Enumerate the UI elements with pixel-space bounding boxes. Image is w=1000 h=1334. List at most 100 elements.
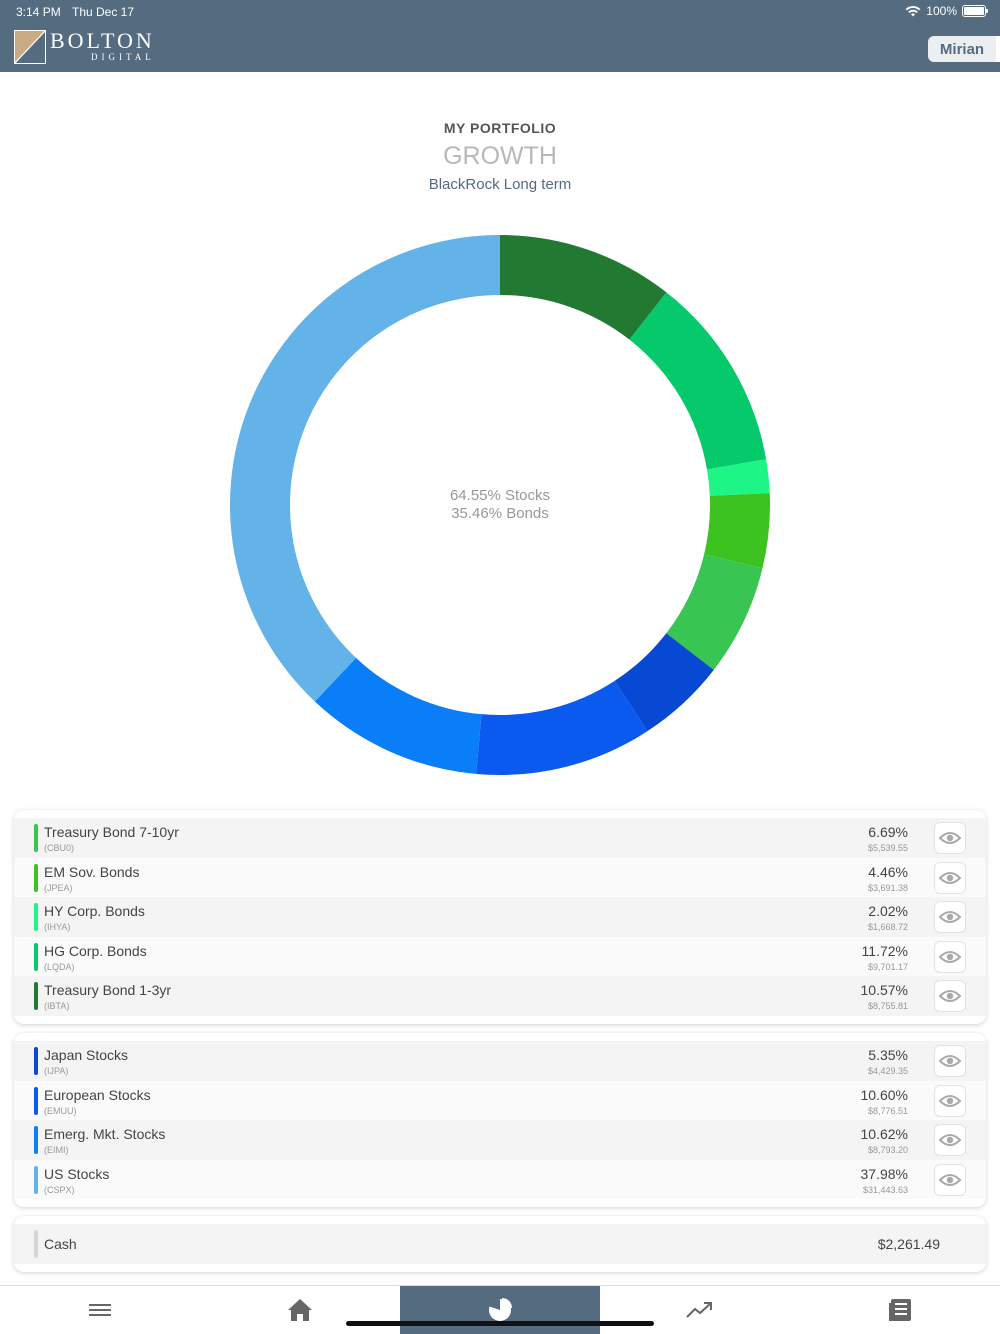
holding-amount: $8,776.51 bbox=[867, 1105, 908, 1116]
nav-performance[interactable] bbox=[600, 1286, 800, 1334]
status-indicators: 100% bbox=[905, 4, 988, 18]
view-button[interactable] bbox=[934, 1163, 966, 1196]
view-button[interactable] bbox=[934, 1084, 966, 1117]
cash-row[interactable]: Cash $2,261.49 bbox=[14, 1224, 986, 1264]
holding-percent: 10.57% bbox=[860, 982, 908, 998]
logo-word: BOLTON bbox=[50, 28, 155, 53]
holding-amount: $4,429.35 bbox=[867, 1066, 908, 1076]
holding-ticker: (JPEA) bbox=[44, 882, 73, 893]
donut-slice-european-stocks[interactable] bbox=[476, 680, 648, 775]
cash-card: Cash $2,261.49 bbox=[14, 1216, 986, 1272]
holding-amount: $3,691.38 bbox=[867, 882, 908, 893]
view-button[interactable] bbox=[934, 980, 966, 1012]
nav-documents[interactable] bbox=[800, 1286, 1000, 1334]
color-swatch bbox=[34, 1086, 38, 1115]
view-button[interactable] bbox=[934, 861, 966, 894]
battery-icon bbox=[962, 5, 988, 17]
holding-name: Emerg. Mkt. Stocks bbox=[44, 1126, 166, 1142]
donut-slice-treasury-bond-7-10yr[interactable] bbox=[666, 554, 763, 670]
list-item[interactable]: EM Sov. Bonds (JPEA) 4.46% $3,691.38 bbox=[14, 857, 986, 897]
holding-name: EM Sov. Bonds bbox=[44, 863, 140, 880]
list-item[interactable]: European Stocks (EMUU) 10.60% $8,776.51 bbox=[14, 1080, 986, 1120]
holding-name: Japan Stocks bbox=[44, 1047, 129, 1063]
holding-name: HG Corp. Bonds bbox=[44, 942, 147, 959]
holding-ticker: (CBU0) bbox=[44, 843, 75, 853]
holding-amount: $8,793.20 bbox=[867, 1145, 908, 1155]
bolton-logo: BOLTON DIGITAL bbox=[14, 30, 155, 64]
trending-up-icon bbox=[686, 1302, 712, 1318]
holding-ticker: (CSPX) bbox=[44, 1184, 75, 1195]
list-item[interactable]: Treasury Bond 7-10yr (CBU0) 6.69% $5,539… bbox=[14, 818, 986, 858]
pie-chart-icon bbox=[489, 1298, 512, 1321]
holding-name: US Stocks bbox=[44, 1165, 110, 1182]
donut-svg bbox=[230, 235, 770, 775]
bottom-nav bbox=[0, 1285, 1000, 1334]
view-button[interactable] bbox=[934, 940, 966, 973]
color-swatch bbox=[34, 982, 38, 1010]
list-item[interactable]: Treasury Bond 1-3yr (IBTA) 10.57% $8,755… bbox=[14, 976, 986, 1016]
holding-percent: 2.02% bbox=[868, 903, 908, 919]
list-item[interactable]: HY Corp. Bonds (IHYA) 2.02% $1,668.72 bbox=[14, 897, 986, 937]
stocks-total-label: 64.55% Stocks bbox=[449, 487, 551, 504]
color-swatch bbox=[34, 1165, 38, 1194]
menu-icon bbox=[89, 1304, 111, 1316]
color-swatch bbox=[34, 863, 38, 892]
portfolio-strategy: GROWTH bbox=[443, 142, 557, 170]
holding-amount: $8,755.81 bbox=[867, 1001, 908, 1011]
home-icon bbox=[288, 1299, 312, 1321]
nav-menu[interactable] bbox=[0, 1286, 200, 1334]
holding-ticker: (IHYA) bbox=[44, 922, 71, 932]
holding-ticker: (EIMI) bbox=[44, 1145, 69, 1155]
donut-slice-em-sov-bonds[interactable] bbox=[704, 493, 770, 569]
donut-slice-hy-corp-bonds[interactable] bbox=[706, 459, 770, 496]
app-header: 3:14 PM Thu Dec 17 100% BOLTON DIGITAL M… bbox=[0, 0, 1000, 72]
cash-label: Cash bbox=[44, 1236, 77, 1252]
holding-percent: 10.62% bbox=[860, 1126, 908, 1142]
list-item[interactable]: HG Corp. Bonds (LQDA) 11.72% $9,701.17 bbox=[14, 936, 986, 976]
eye-icon bbox=[939, 1094, 961, 1107]
cash-amount: $2,261.49 bbox=[877, 1236, 940, 1252]
logo-sub: DIGITAL bbox=[91, 52, 155, 62]
holding-percent: 10.60% bbox=[860, 1086, 908, 1103]
portfolio-heading: MY PORTFOLIO bbox=[443, 120, 557, 136]
document-icon bbox=[889, 1299, 911, 1321]
holding-ticker: (IJPA) bbox=[44, 1066, 69, 1076]
battery-percent: 100% bbox=[926, 4, 957, 18]
color-swatch bbox=[34, 1230, 38, 1258]
color-swatch bbox=[34, 1126, 38, 1154]
user-button[interactable]: Mirian bbox=[928, 36, 1000, 62]
holding-amount: $31,443.63 bbox=[862, 1184, 908, 1195]
view-button[interactable] bbox=[934, 901, 966, 933]
nav-portfolio[interactable] bbox=[400, 1286, 600, 1334]
view-button[interactable] bbox=[934, 1045, 966, 1077]
eye-icon bbox=[939, 871, 961, 884]
bonds-total-label: 35.46% Bonds bbox=[451, 505, 549, 522]
holding-name: HY Corp. Bonds bbox=[44, 903, 145, 919]
logo-mark-icon bbox=[14, 30, 46, 64]
donut-slice-emerg-mkt-stocks[interactable] bbox=[314, 657, 482, 774]
donut-center-label: 64.55% Stocks 35.46% Bonds bbox=[229, 487, 771, 523]
donut-slice-us-stocks[interactable] bbox=[230, 235, 501, 702]
holding-ticker: (LQDA) bbox=[44, 961, 75, 972]
color-swatch bbox=[34, 903, 38, 931]
color-swatch bbox=[34, 824, 38, 852]
donut-slice-treasury-bond-1-3yr[interactable] bbox=[500, 235, 667, 340]
list-item[interactable]: Japan Stocks (IJPA) 5.35% $4,429.35 bbox=[14, 1041, 986, 1081]
holding-percent: 6.69% bbox=[868, 824, 908, 840]
stocks-card: Japan Stocks (IJPA) 5.35% $4,429.35 Euro… bbox=[14, 1033, 986, 1207]
eye-icon bbox=[939, 950, 961, 963]
list-item[interactable]: Emerg. Mkt. Stocks (EIMI) 10.62% $8,793.… bbox=[14, 1120, 986, 1160]
donut-slice-hg-corp-bonds[interactable] bbox=[629, 292, 767, 470]
eye-icon bbox=[939, 911, 961, 923]
eye-icon bbox=[939, 990, 961, 1002]
list-item[interactable]: US Stocks (CSPX) 37.98% $31,443.63 bbox=[14, 1159, 986, 1199]
status-date: Thu Dec 17 bbox=[72, 5, 135, 19]
status-time: 3:14 PM bbox=[16, 5, 61, 19]
view-button[interactable] bbox=[934, 822, 966, 854]
donut-slice-japan-stocks[interactable] bbox=[614, 633, 714, 732]
eye-icon bbox=[939, 1134, 961, 1146]
nav-home[interactable] bbox=[200, 1286, 400, 1334]
view-button[interactable] bbox=[934, 1124, 966, 1156]
eye-icon bbox=[939, 832, 961, 844]
holding-amount: $9,701.17 bbox=[867, 961, 908, 972]
